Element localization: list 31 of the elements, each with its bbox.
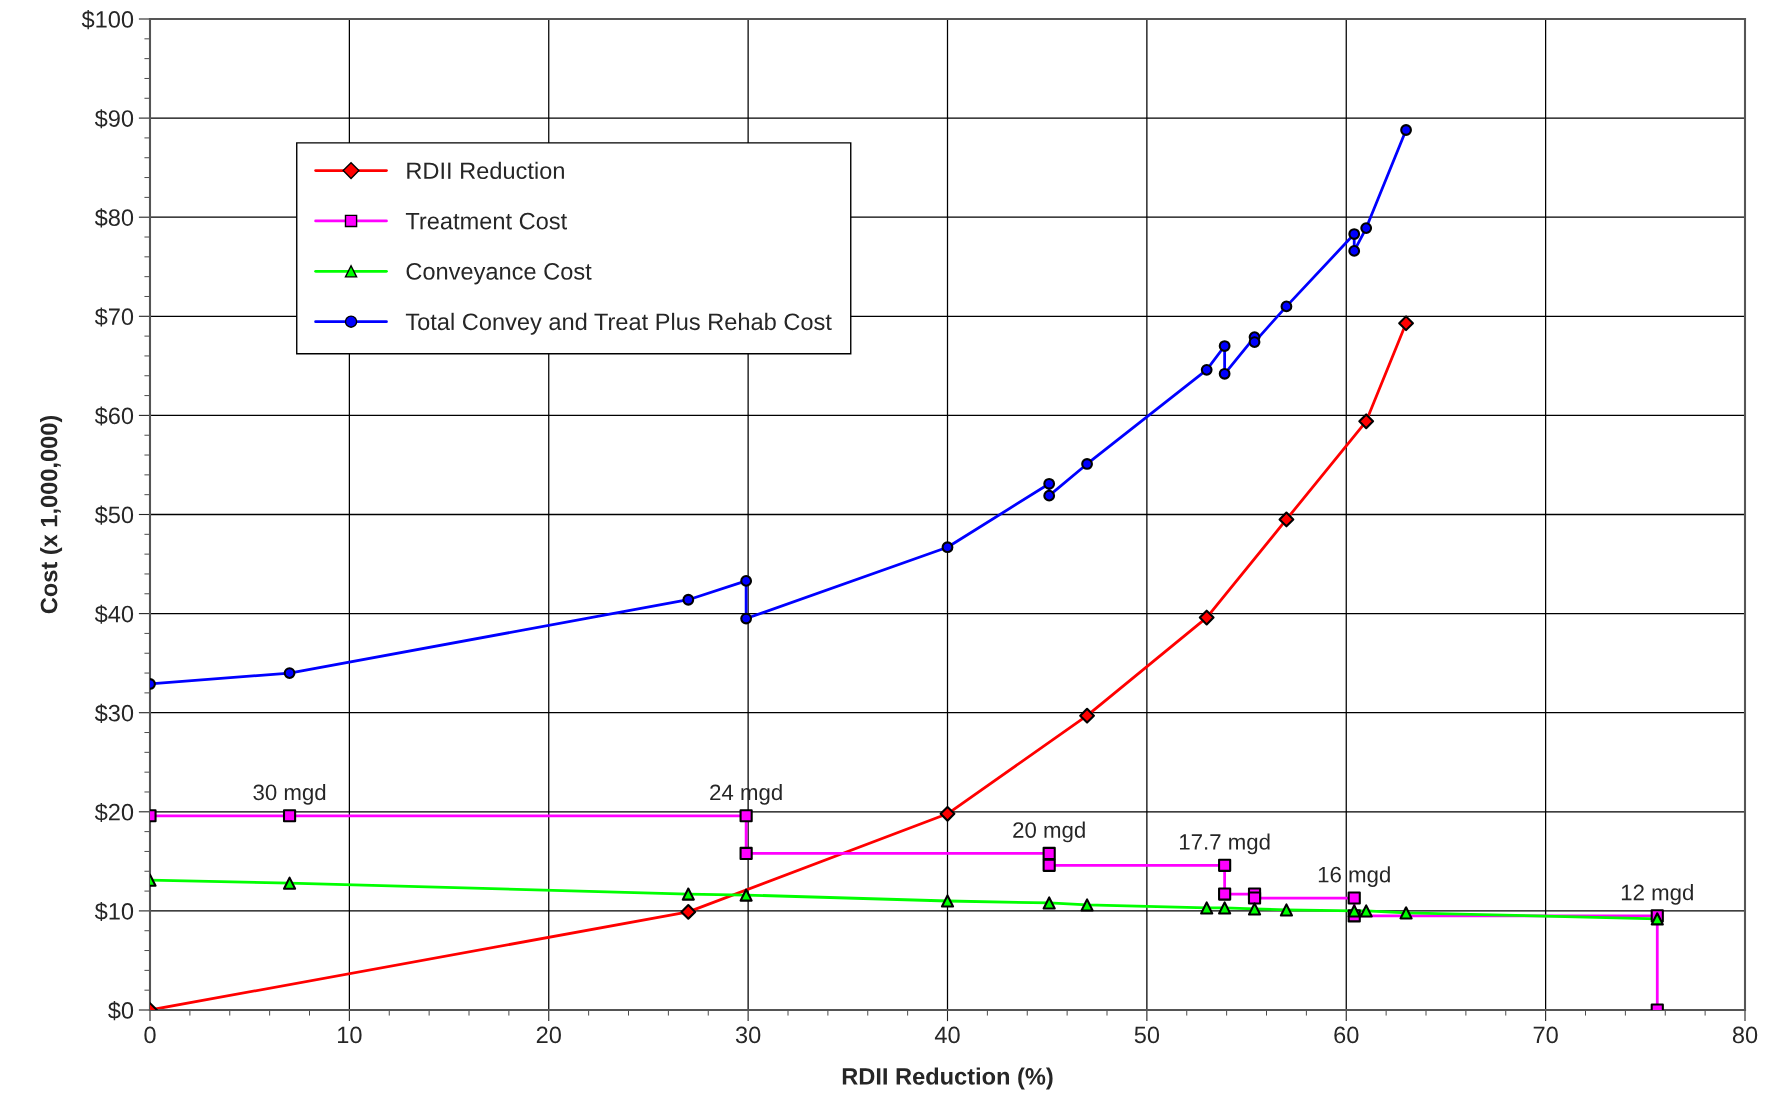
x-tick-label: 60 xyxy=(1334,1026,1359,1044)
annotation: 12 mgd xyxy=(1621,884,1693,905)
annotation: 20 mgd xyxy=(1013,821,1085,843)
x-tick-label: 20 xyxy=(536,1026,561,1044)
legend-label: RDII Reduction xyxy=(407,161,564,180)
y-tick-label: $40 xyxy=(94,604,134,624)
x-tick-label: 70 xyxy=(1533,1026,1558,1044)
y-tick-label: $90 xyxy=(94,109,134,129)
annotation: 17.7 mgd xyxy=(1180,833,1270,855)
legend-label: Treatment Cost xyxy=(405,212,567,230)
x-tick-label: 80 xyxy=(1732,1026,1758,1044)
x-tick-label: 10 xyxy=(338,1026,362,1044)
x-tick-label: 30 xyxy=(735,1026,761,1044)
y-tick-label: $50 xyxy=(94,505,134,525)
y-tick-label: $100 xyxy=(81,10,134,30)
y-tick-label: $70 xyxy=(94,307,134,327)
legend-label: Total Convey and Treat Plus Rehab Cost xyxy=(405,312,832,335)
legend-label: Conveyance Cost xyxy=(406,263,592,285)
x-tick-label: 40 xyxy=(934,1026,960,1044)
annotation: 16 mgd xyxy=(1318,866,1390,887)
y-tick-label: $80 xyxy=(94,208,134,228)
x-tick-label: 0 xyxy=(144,1026,156,1044)
y-tick-label: $0 xyxy=(108,1001,134,1021)
x-tick-label: 50 xyxy=(1134,1026,1160,1044)
y-axis-title: Cost (x 1,000,000) xyxy=(40,415,63,614)
y-tick-label: $30 xyxy=(94,703,134,723)
x-axis-title: RDII Reduction (%) xyxy=(842,1067,1053,1090)
y-tick-label: $20 xyxy=(94,802,134,822)
y-tick-label: $60 xyxy=(94,406,134,426)
annotation: 30 mgd xyxy=(253,783,326,805)
y-tick-label: $10 xyxy=(94,901,134,922)
